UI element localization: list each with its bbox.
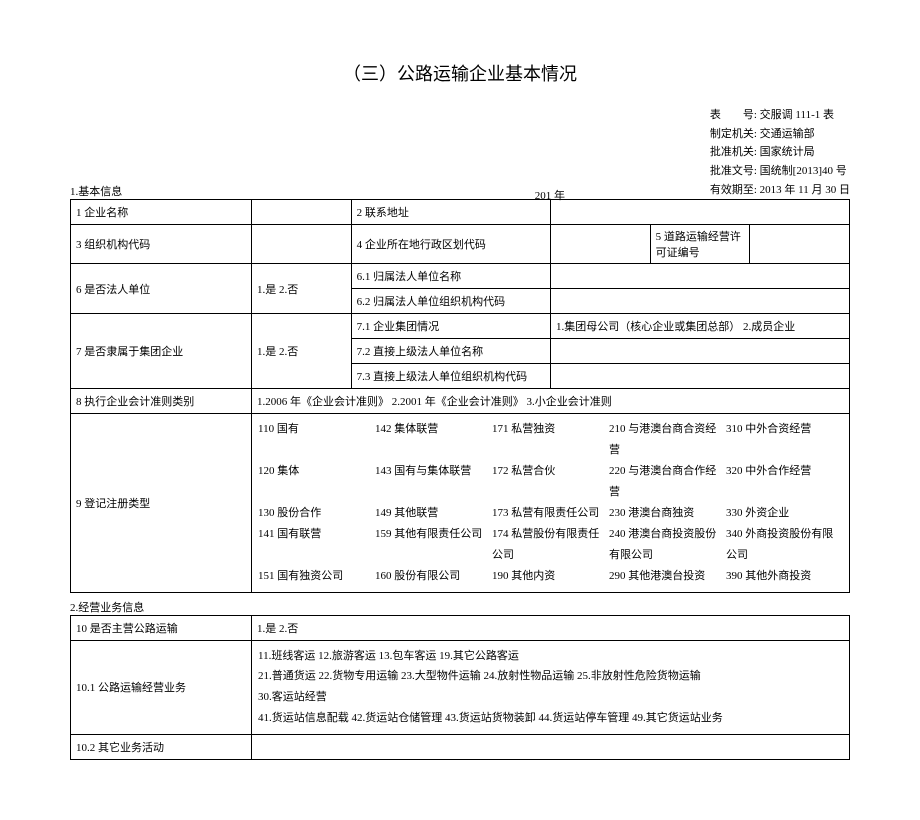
reg-type-item: 160 股份有限公司 (375, 566, 492, 587)
reg-type-item: 220 与港澳台商合作经营 (609, 461, 726, 503)
cell: 11.班线客运 12.旅游客运 13.包车客运 19.其它公路客运21.普通货运… (252, 640, 850, 735)
year-label: 201 年 (390, 187, 710, 203)
reg-type-item: 330 外资企业 (726, 503, 843, 524)
reg-type-item: 173 私营有限责任公司 (492, 503, 609, 524)
table-row: 10.1 公路运输经营业务 11.班线客运 12.旅游客运 13.包车客运 19… (71, 640, 850, 735)
cell: 110 国有142 集体联营171 私营独资210 与港澳台商合资经营310 中… (252, 414, 850, 592)
cell: 9 登记注册类型 (71, 414, 252, 592)
reg-type-item: 240 港澳台商投资股份有限公司 (609, 524, 726, 566)
cell: 10.2 其它业务活动 (71, 735, 252, 760)
table-row: 3 组织机构代码 4 企业所在地行政区划代码 5 道路运输经营许可证编号 (71, 225, 850, 264)
reg-type-item: 390 其他外商投资 (726, 566, 843, 587)
cell (550, 225, 650, 264)
reg-type-item: 130 股份合作 (258, 503, 375, 524)
reg-type-item: 210 与港澳台商合资经营 (609, 419, 726, 461)
cell: 6.2 归属法人单位组织机构代码 (351, 289, 550, 314)
cell: 5 道路运输经营许可证编号 (650, 225, 750, 264)
reg-type-item: 171 私营独资 (492, 419, 609, 461)
table-basic-info: 1 企业名称 2 联系地址 3 组织机构代码 4 企业所在地行政区划代码 5 道… (70, 199, 850, 592)
cell: 4 企业所在地行政区划代码 (351, 225, 550, 264)
cell (252, 735, 850, 760)
meta-block: 1.基本信息 201 年 表 号: 交服调 111-1 表 制定机关: 交通运输… (70, 106, 850, 199)
meta-row: 批准文号: 国统制[2013]40 号 (710, 162, 850, 181)
page-title: （三）公路运输企业基本情况 (70, 60, 850, 86)
reg-type-item: 310 中外合资经营 (726, 419, 843, 461)
meta-row: 批准机关: 国家统计局 (710, 143, 850, 162)
reg-type-item: 151 国有独资公司 (258, 566, 375, 587)
table-row: 7 是否隶属于集团企业 1.是 2.否 7.1 企业集团情况 1.集团母公司（核… (71, 314, 850, 339)
reg-type-item: 340 外商投资股份有限公司 (726, 524, 843, 566)
meta-row: 表 号: 交服调 111-1 表 (710, 106, 850, 125)
reg-type-item: 172 私营合伙 (492, 461, 609, 503)
reg-type-item: 230 港澳台商独资 (609, 503, 726, 524)
meta-row: 制定机关: 交通运输部 (710, 125, 850, 144)
cell: 10.1 公路运输经营业务 (71, 640, 252, 735)
reg-type-item: 120 集体 (258, 461, 375, 503)
reg-type-item: 320 中外合作经营 (726, 461, 843, 503)
reg-type-item: 190 其他内资 (492, 566, 609, 587)
cell: 7 是否隶属于集团企业 (71, 314, 252, 389)
reg-type-item: 141 国有联营 (258, 524, 375, 566)
cell: 6.1 归属法人单位名称 (351, 264, 550, 289)
cell (550, 364, 849, 389)
table-business-info: 10 是否主营公路运输 1.是 2.否 10.1 公路运输经营业务 11.班线客… (70, 615, 850, 761)
reg-type-item: 159 其他有限责任公司 (375, 524, 492, 566)
cell: 1.是 2.否 (252, 264, 352, 314)
cell: 1 企业名称 (71, 200, 252, 225)
cell (550, 200, 849, 225)
cell: 3 组织机构代码 (71, 225, 252, 264)
biz-line: 41.货运站信息配载 42.货运站仓储管理 43.货运站货物装卸 44.货运站停… (258, 708, 843, 729)
cell (550, 339, 849, 364)
cell (252, 225, 352, 264)
cell: 7.1 企业集团情况 (351, 314, 550, 339)
reg-type-item: 143 国有与集体联营 (375, 461, 492, 503)
biz-line: 30.客运站经营 (258, 687, 843, 708)
cell (550, 289, 849, 314)
reg-type-item: 142 集体联营 (375, 419, 492, 461)
table-row: 10.2 其它业务活动 (71, 735, 850, 760)
reg-type-item: 149 其他联营 (375, 503, 492, 524)
table-row: 10 是否主营公路运输 1.是 2.否 (71, 615, 850, 640)
section-2-label: 2.经营业务信息 (70, 599, 850, 615)
cell (750, 225, 850, 264)
cell: 1.集团母公司（核心企业或集团总部） 2.成员企业 (550, 314, 849, 339)
cell: 1.是 2.否 (252, 314, 352, 389)
table-row: 8 执行企业会计准则类别 1.2006 年《企业会计准则》 2.2001 年《企… (71, 389, 850, 414)
cell: 7.2 直接上级法人单位名称 (351, 339, 550, 364)
table-row: 6 是否法人单位 1.是 2.否 6.1 归属法人单位名称 (71, 264, 850, 289)
table-row: 1 企业名称 2 联系地址 (71, 200, 850, 225)
cell: 7.3 直接上级法人单位组织机构代码 (351, 364, 550, 389)
cell (252, 200, 352, 225)
cell: 10 是否主营公路运输 (71, 615, 252, 640)
reg-type-item: 174 私营股份有限责任公司 (492, 524, 609, 566)
cell (550, 264, 849, 289)
cell: 6 是否法人单位 (71, 264, 252, 314)
cell: 1.2006 年《企业会计准则》 2.2001 年《企业会计准则》 3.小企业会… (252, 389, 850, 414)
biz-line: 21.普通货运 22.货物专用运输 23.大型物件运输 24.放射性物品运输 2… (258, 666, 843, 687)
cell: 8 执行企业会计准则类别 (71, 389, 252, 414)
cell: 2 联系地址 (351, 200, 550, 225)
meta-row: 有效期至: 2013 年 11 月 30 日 (710, 181, 850, 200)
section-1-label: 1.基本信息 (70, 186, 122, 198)
cell: 1.是 2.否 (252, 615, 850, 640)
reg-type-item: 110 国有 (258, 419, 375, 461)
reg-type-item: 290 其他港澳台投资 (609, 566, 726, 587)
biz-line: 11.班线客运 12.旅游客运 13.包车客运 19.其它公路客运 (258, 646, 843, 667)
table-row: 9 登记注册类型 110 国有142 集体联营171 私营独资210 与港澳台商… (71, 414, 850, 592)
